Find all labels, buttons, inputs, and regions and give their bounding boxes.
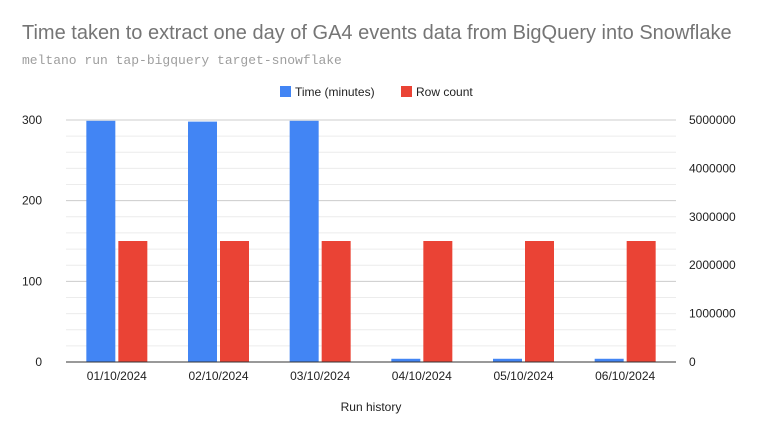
bar-time-minutes-4 [391,358,421,362]
x-tick-label: 04/10/2024 [392,369,452,383]
bar-time-minutes-1 [86,120,116,362]
bars [86,120,656,362]
legend-swatch [401,86,412,97]
x-tick-label: 05/10/2024 [493,369,553,383]
left-tick-label: 200 [22,194,42,208]
bar-row-count-3 [321,241,351,362]
right-tick-label: 4000000 [689,161,736,175]
left-axis-ticks: 0 100 200 300 [22,113,42,369]
x-axis-ticks: 01/10/2024 02/10/2024 03/10/2024 04/10/2024… [87,369,656,383]
legend-label: Time (minutes) [295,85,375,99]
gridlines [66,119,676,347]
legend-label: Row count [416,85,473,99]
x-tick-label: 06/10/2024 [595,369,655,383]
right-tick-label: 3000000 [689,210,736,224]
bar-time-minutes-3 [289,120,319,362]
left-tick-label: 300 [22,113,42,127]
bar-time-minutes-2 [188,121,217,362]
right-tick-label: 5000000 [689,113,736,127]
bar-row-count-6 [626,241,656,362]
chart-subtitle: meltano run tap-bigquery target-snowflak… [22,53,342,68]
right-axis-ticks: 0 1000000 2000000 3000000 4000000 5000000 [689,113,736,369]
x-tick-label: 03/10/2024 [290,369,350,383]
right-tick-label: 1000000 [689,307,736,321]
legend-swatch [280,86,291,97]
bar-row-count-5 [525,241,554,362]
x-axis-title: Run history [341,400,402,414]
x-tick-label: 02/10/2024 [188,369,248,383]
bar-row-count-1 [118,241,148,362]
right-tick-label: 2000000 [689,258,736,272]
left-tick-label: 0 [35,355,42,369]
x-tick-label: 01/10/2024 [87,369,147,383]
bar-time-minutes-6 [594,358,624,362]
chart-title: Time taken to extract one day of GA4 eve… [22,22,732,44]
bar-row-count-4 [423,241,453,362]
bar-time-minutes-5 [493,358,522,362]
right-tick-label: 0 [689,355,696,369]
bar-row-count-2 [220,241,249,362]
legend: Time (minutes) Row count [280,85,473,99]
left-tick-label: 100 [22,274,42,288]
